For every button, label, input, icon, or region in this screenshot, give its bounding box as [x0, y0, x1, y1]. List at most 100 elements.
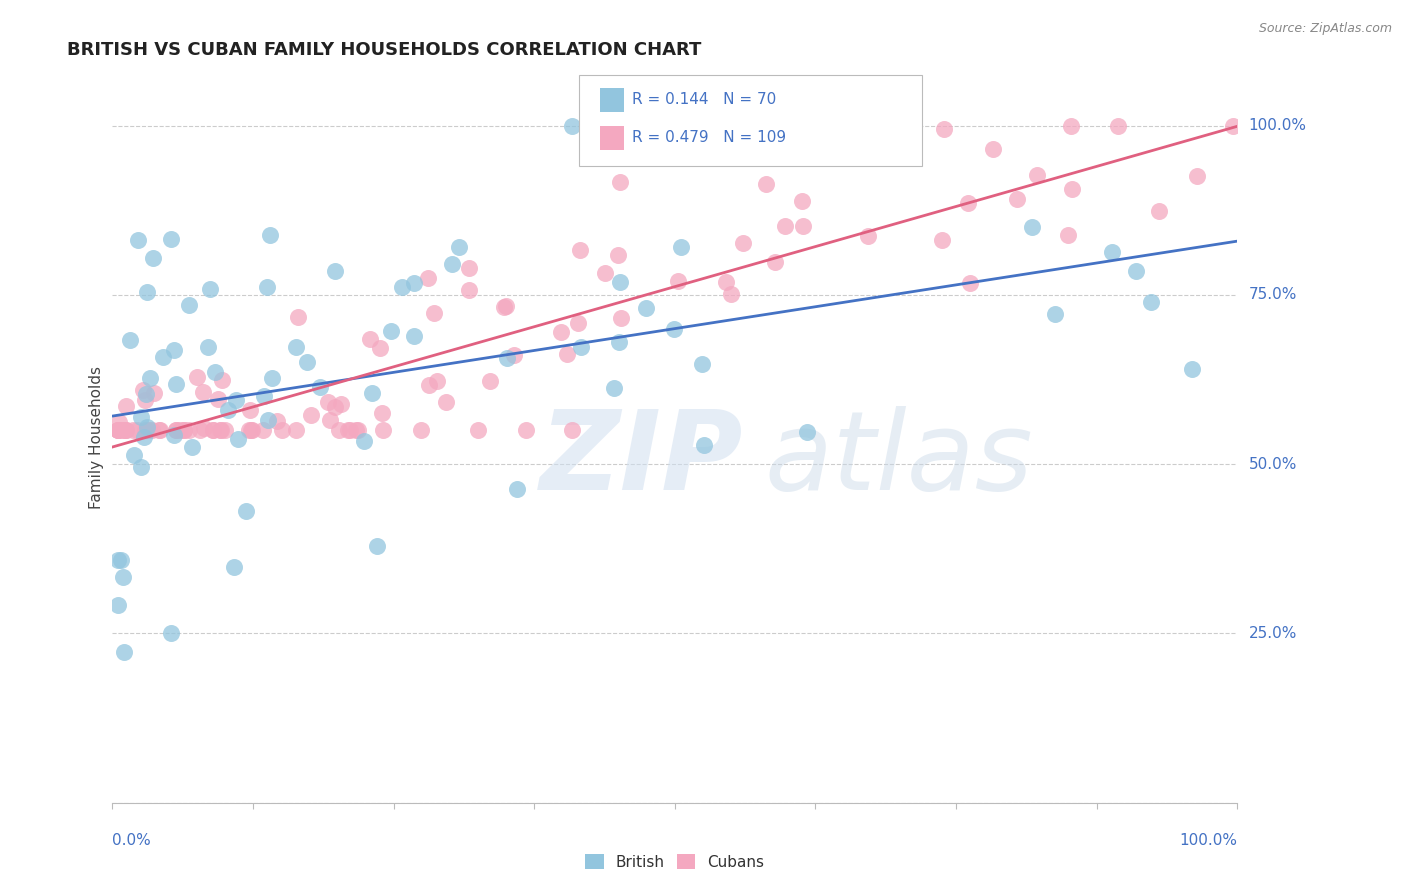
Point	[193, 421, 215, 435]
Point	[107, 598, 129, 612]
Point	[149, 423, 172, 437]
Text: 100.0%: 100.0%	[1249, 118, 1306, 133]
Point	[561, 423, 583, 437]
Point	[115, 423, 138, 437]
Point	[458, 260, 481, 275]
Point	[124, 448, 146, 462]
Point	[669, 240, 692, 254]
Point	[492, 301, 515, 315]
Text: ZIP: ZIP	[540, 406, 744, 513]
Point	[138, 423, 160, 437]
Point	[467, 423, 489, 437]
Point	[323, 263, 346, 277]
Point	[262, 371, 284, 385]
Point	[339, 423, 361, 437]
Point	[165, 423, 187, 437]
Point	[1060, 119, 1083, 133]
Point	[371, 406, 394, 420]
Point	[418, 377, 440, 392]
Point	[763, 255, 786, 269]
Point	[344, 423, 367, 437]
Point	[981, 142, 1004, 156]
Point	[239, 423, 262, 437]
Point	[506, 482, 529, 496]
Point	[207, 392, 229, 407]
Point	[107, 423, 129, 437]
Point	[856, 228, 879, 243]
FancyBboxPatch shape	[599, 126, 624, 150]
Point	[328, 423, 350, 437]
FancyBboxPatch shape	[579, 75, 922, 167]
Point	[252, 423, 274, 437]
Point	[495, 299, 517, 313]
Point	[163, 343, 186, 358]
Point	[402, 277, 425, 291]
Point	[177, 423, 200, 437]
Point	[1060, 182, 1083, 196]
Point	[449, 240, 471, 254]
Text: R = 0.144   N = 70: R = 0.144 N = 70	[633, 93, 776, 107]
Y-axis label: Family Households: Family Households	[89, 366, 104, 508]
Point	[201, 423, 224, 437]
Point	[1056, 228, 1078, 243]
Point	[330, 397, 353, 411]
Point	[380, 325, 402, 339]
Point	[636, 301, 658, 316]
Point	[108, 415, 131, 429]
Text: 100.0%: 100.0%	[1180, 833, 1237, 848]
Point	[692, 438, 714, 452]
Point	[1007, 193, 1029, 207]
Point	[373, 423, 395, 437]
Point	[127, 233, 149, 247]
Point	[134, 393, 156, 408]
Point	[934, 122, 956, 136]
Point	[323, 401, 346, 415]
Point	[112, 645, 135, 659]
Point	[186, 369, 208, 384]
Point	[434, 395, 457, 409]
Point	[890, 119, 912, 133]
Point	[259, 227, 281, 242]
Point	[266, 414, 288, 428]
Point	[316, 394, 339, 409]
Point	[159, 626, 181, 640]
Point	[226, 432, 249, 446]
Point	[440, 257, 463, 271]
Point	[112, 423, 135, 437]
Point	[607, 335, 630, 350]
Point	[609, 310, 631, 325]
Point	[295, 355, 318, 369]
Point	[191, 384, 214, 399]
Point	[159, 232, 181, 246]
Point	[666, 274, 689, 288]
Point	[569, 243, 592, 257]
Text: BRITISH VS CUBAN FAMILY HOUSEHOLDS CORRELATION CHART: BRITISH VS CUBAN FAMILY HOUSEHOLDS CORRE…	[67, 41, 702, 59]
Point	[411, 423, 433, 437]
Point	[796, 425, 818, 439]
Point	[107, 423, 129, 437]
Point	[720, 287, 742, 301]
Point	[179, 298, 201, 312]
Point	[353, 434, 375, 449]
Point	[458, 283, 481, 297]
Point	[603, 381, 626, 395]
Point	[550, 326, 572, 340]
Point	[1101, 244, 1123, 259]
Point	[1025, 168, 1047, 182]
Point	[287, 310, 309, 325]
Point	[173, 423, 195, 437]
Point	[569, 340, 592, 354]
Point	[555, 347, 578, 361]
Point	[129, 460, 152, 475]
Point	[132, 383, 155, 397]
Point	[662, 321, 685, 335]
Point	[1181, 361, 1204, 376]
Point	[561, 119, 583, 133]
Point	[1125, 264, 1147, 278]
Point	[107, 553, 129, 567]
Point	[118, 333, 141, 347]
Point	[107, 423, 129, 437]
Point	[163, 427, 186, 442]
Point	[731, 236, 754, 251]
Point	[115, 423, 138, 437]
